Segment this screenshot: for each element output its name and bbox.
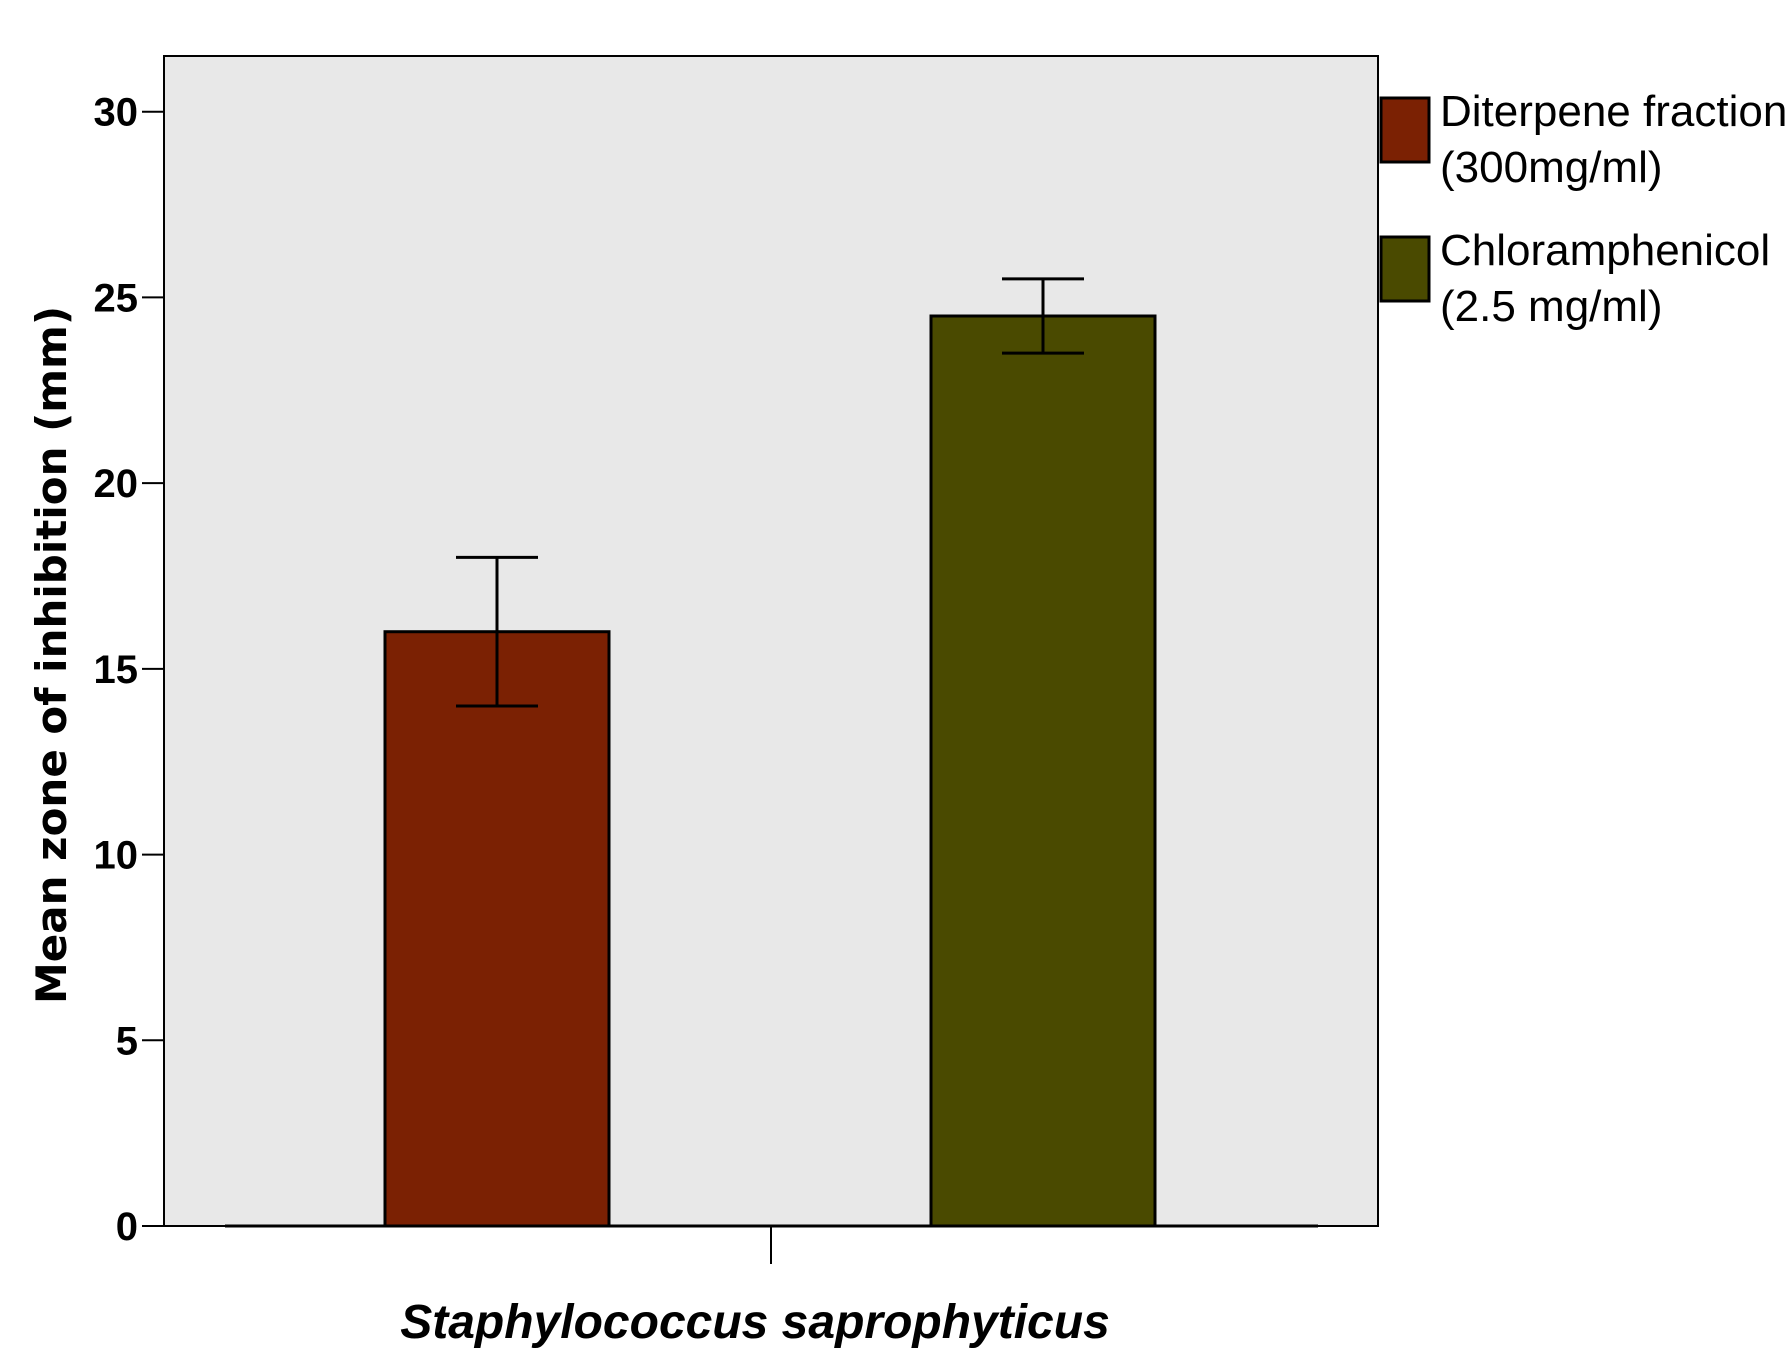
legend-label: (300mg/ml) xyxy=(1440,143,1663,192)
y-tick-label: 5 xyxy=(116,1019,138,1063)
error-bar xyxy=(1002,277,1084,355)
y-tick-label: 0 xyxy=(116,1205,138,1249)
y-axis: 0 5 10 15 20 25 30 xyxy=(94,91,164,1249)
legend-label: (2.5 mg/ml) xyxy=(1440,282,1662,331)
bar-chloramphenicol xyxy=(929,314,1157,1228)
x-axis-title: Staphylococcus saprophyticus xyxy=(400,1296,1110,1349)
y-tick-label: 30 xyxy=(94,91,139,135)
legend: Diterpene fraction (300mg/ml) Chlorampheni… xyxy=(1379,87,1785,331)
legend-item: Chloramphenicol (2.5 mg/ml) xyxy=(1379,226,1770,331)
legend-swatch xyxy=(1379,96,1431,164)
plot-area xyxy=(163,55,1379,1227)
y-axis-title: Mean zone of inhibition (mm) xyxy=(27,306,76,1004)
legend-label: Diterpene fraction xyxy=(1440,87,1785,136)
bar-diterpene-fraction xyxy=(383,630,611,1228)
y-tick-label: 25 xyxy=(94,276,139,320)
y-tick-label: 15 xyxy=(94,648,139,692)
error-bars xyxy=(456,277,1084,708)
legend-swatch xyxy=(1379,235,1431,303)
legend-item: Diterpene fraction (300mg/ml) xyxy=(1379,87,1785,192)
error-bar xyxy=(456,555,538,708)
legend-label: Chloramphenicol xyxy=(1440,226,1770,275)
y-tick-label: 10 xyxy=(94,834,139,878)
y-tick-label: 20 xyxy=(94,462,139,506)
